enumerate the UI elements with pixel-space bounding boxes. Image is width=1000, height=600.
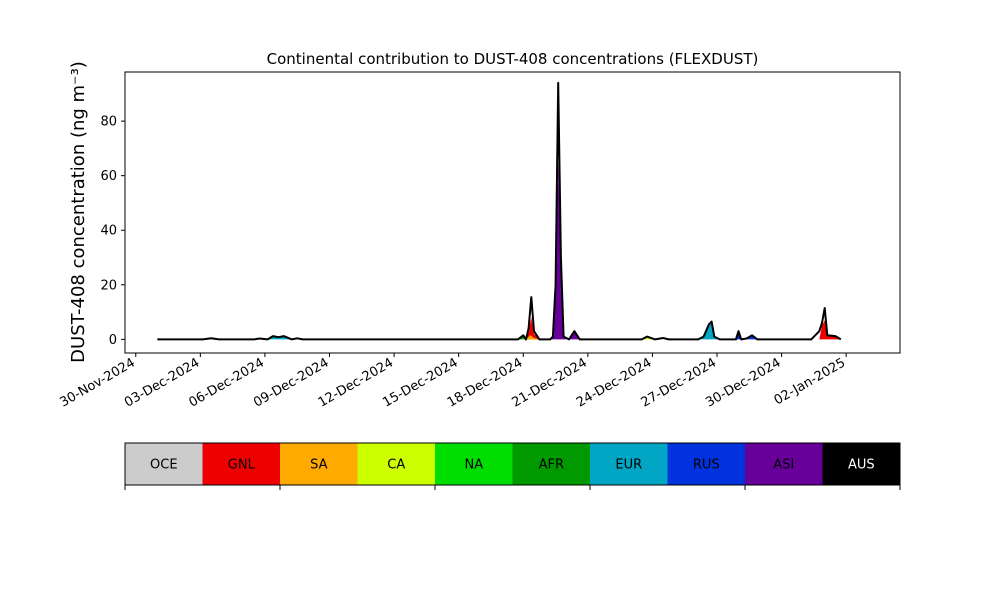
legend-swatch-eur xyxy=(590,443,668,485)
legend-label-sa: SA xyxy=(310,458,327,473)
plot-frame xyxy=(124,71,901,354)
area-rus xyxy=(735,332,758,340)
area-sa xyxy=(526,335,540,340)
legend-label-ca: CA xyxy=(387,458,405,473)
y-tick-label: 40 xyxy=(100,224,117,239)
legend-swatch-sa xyxy=(280,443,358,485)
legend-swatch-ca xyxy=(357,443,436,485)
y-tick-label: 60 xyxy=(100,169,117,184)
legend-swatch-gnl xyxy=(202,443,281,485)
legend-label-afr: AFR xyxy=(539,458,564,473)
legend-label-na: NA xyxy=(464,458,483,473)
legend-colorbar: OCE GNL SA CA NA AFR EUR RUS ASI AUS xyxy=(124,442,901,490)
legend-label-eur: EUR xyxy=(615,458,642,473)
legend-swatch-afr xyxy=(512,443,591,485)
legend-swatch-na xyxy=(435,443,513,485)
legend-label-rus: RUS xyxy=(693,458,720,473)
legend-swatch-asi xyxy=(745,443,823,485)
y-tick-label: 80 xyxy=(100,115,117,130)
legend-label-gnl: GNL xyxy=(228,458,256,473)
x-axis: 30-Nov-202403-Dec-202406-Dec-202409-Dec-… xyxy=(57,353,848,411)
legend-frame xyxy=(124,442,901,486)
legend-swatch-aus xyxy=(822,443,901,485)
legend-label-aus: AUS xyxy=(848,458,875,473)
y-tick-label: 20 xyxy=(100,278,117,293)
chart-title: Continental contribution to DUST-408 con… xyxy=(267,50,759,68)
legend-swatch-oce xyxy=(125,443,203,485)
legend-swatch-rus xyxy=(667,443,746,485)
y-tick-label: 0 xyxy=(109,333,117,348)
total-line-group xyxy=(157,81,842,341)
total-line xyxy=(157,81,842,341)
x-tick-label: 02-Jan-2025 xyxy=(772,355,849,408)
legend-label-asi: ASI xyxy=(773,458,794,473)
area-eur xyxy=(267,323,720,340)
y-axis: 0 20 40 60 80 xyxy=(100,115,125,348)
legend-label-oce: OCE xyxy=(150,458,178,473)
y-axis-label: DUST-408 concentration (ng m⁻³) xyxy=(68,61,89,363)
